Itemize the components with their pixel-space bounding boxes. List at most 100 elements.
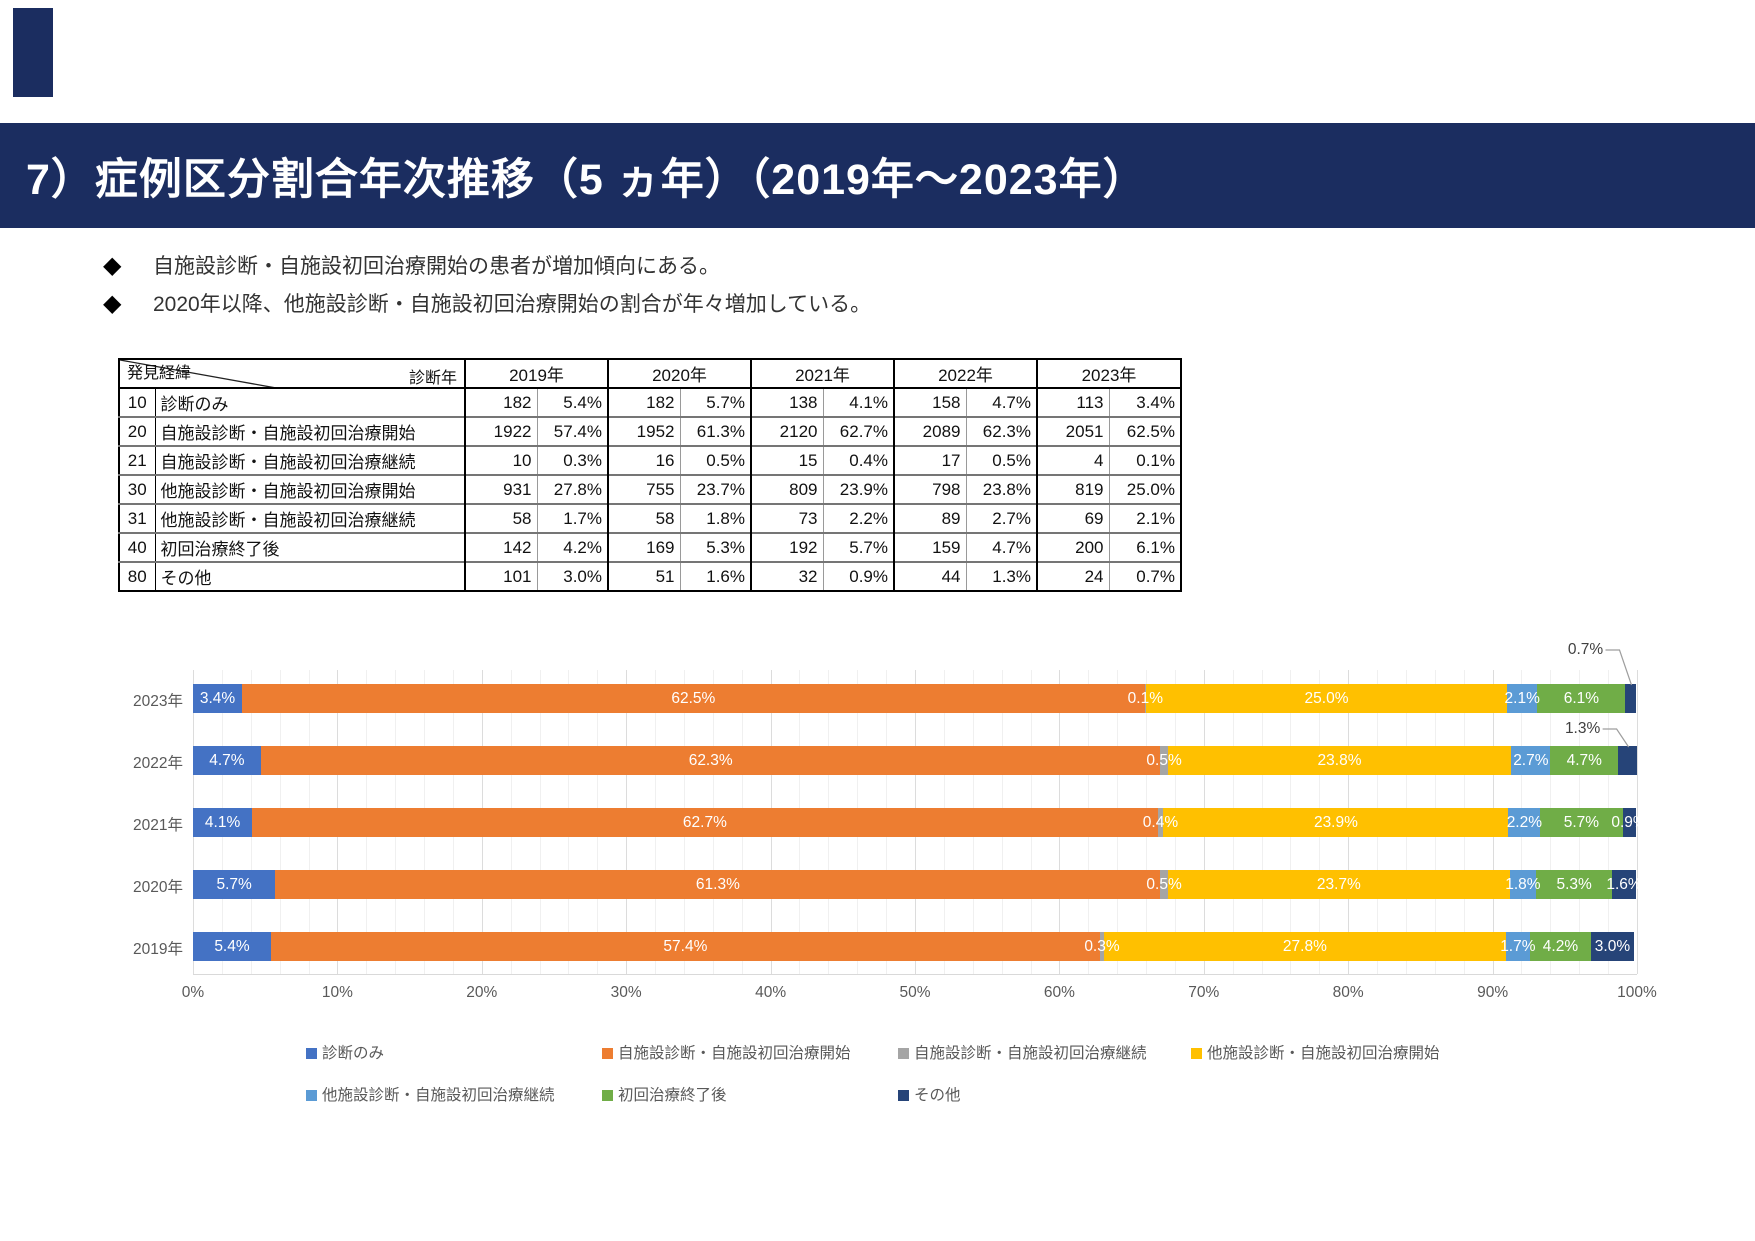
axis-tick-label: 90% [1477, 984, 1509, 1001]
bar-segment [1509, 870, 1536, 899]
segment-data-label: 61.3% [695, 876, 740, 893]
count-cell: 931 [465, 474, 538, 504]
segment-data-label: 4.2% [1542, 938, 1579, 955]
percent-cell: 0.4% [823, 445, 895, 475]
bar-segment [252, 808, 1158, 837]
legend-swatch-icon [602, 1048, 613, 1059]
count-cell: 58 [608, 503, 681, 533]
percent-cell: 5.4% [537, 387, 609, 417]
count-cell: 159 [894, 532, 967, 562]
corner-top-label: 診断年 [408, 370, 457, 387]
segment-data-label: 0.9% [1611, 814, 1647, 831]
legend-swatch-icon [1191, 1048, 1202, 1059]
percent-cell: 5.7% [823, 532, 895, 562]
stacked-bar-plot-area: 3.4% 62.5% 0.1% 25.0% 2.1% 6.1% 4.7% 62.3% 0.5% 2… [193, 670, 1647, 975]
segment-data-label: 5.7% [216, 876, 252, 893]
count-cell: 182 [465, 387, 538, 417]
legend-item: その他 [898, 1083, 961, 1105]
percent-cell: 4.7% [966, 532, 1038, 562]
legend-label: その他 [914, 1087, 961, 1104]
percent-cell: 27.8% [537, 474, 609, 504]
bar-segment [193, 684, 243, 713]
page-title: 7）症例区分割合年次推移（5 ヵ年）（2019年～2023年） [26, 155, 1147, 204]
count-cell: 2089 [894, 416, 967, 446]
percent-cell: 1.3% [966, 561, 1038, 591]
percent-cell: 61.3% [680, 416, 752, 446]
percent-cell: 62.3% [966, 416, 1038, 446]
axis-tick-label: 80% [1332, 984, 1364, 1001]
axis-tick-label: 50% [899, 984, 931, 1001]
segment-data-label: 1.7% [1500, 938, 1536, 955]
count-cell: 32 [751, 561, 824, 591]
segment-data-label: 6.1% [1563, 690, 1600, 707]
row-label-cell: 自施設診断・自施設初回治療開始 [155, 416, 466, 446]
percent-cell: 4.7% [966, 387, 1038, 417]
legend-item: 診断のみ [306, 1041, 384, 1063]
percent-cell: 3.4% [1109, 387, 1182, 417]
table-row: 21 自施設診断・自施設初回治療継続 10 0.3% 16 0.5% 15 0.4% 17 0.5… [119, 445, 1182, 475]
count-cell: 755 [608, 474, 681, 504]
row-label-cell: 診断のみ [155, 387, 466, 417]
count-cell: 1922 [465, 416, 538, 446]
year-header-cell: 2023年 [1037, 359, 1182, 388]
year-header-cell: 2019年 [465, 359, 609, 388]
bar-segment [1622, 808, 1636, 837]
bullet-text: 自施設診断・自施設初回治療開始の患者が増加傾向にある。 [153, 255, 720, 278]
percent-cell: 1.8% [680, 503, 752, 533]
year-header-cell: 2021年 [751, 359, 895, 388]
count-cell: 200 [1037, 532, 1110, 562]
bar-segment [1508, 808, 1541, 837]
bullet-item: ◆ 2020年以降、他施設診断・自施設初回治療開始の割合が年々増加している。 [103, 288, 871, 318]
legend-label: 診断のみ [322, 1045, 385, 1062]
bar-segment [260, 746, 1161, 775]
segment-data-label: 1.8% [1505, 876, 1541, 893]
bar-segment [1167, 746, 1512, 775]
count-cell: 44 [894, 561, 967, 591]
bar-segment [1505, 932, 1531, 961]
segment-data-label: 0.1% [1127, 690, 1163, 707]
percent-cell: 5.7% [680, 387, 752, 417]
segment-data-label: 4.1% [204, 814, 241, 831]
year-header-cell: 2020年 [608, 359, 752, 388]
segment-data-label: 5.3% [1556, 876, 1592, 893]
segment-data-label: 4.7% [1566, 752, 1602, 769]
count-cell: 182 [608, 387, 681, 417]
segment-data-label: 62.7% [682, 814, 727, 831]
bar-segment [193, 746, 261, 775]
percent-cell: 23.9% [823, 474, 895, 504]
bar-row-2021年: 4.1% 62.7% 0.4% 23.9% 2.2% 5.7% 0.9% [193, 808, 1647, 837]
count-cell: 113 [1037, 387, 1110, 417]
axis-tick-label: 100% [1617, 984, 1657, 1001]
legend-item: 他施設診断・自施設初回治療開始 [1191, 1041, 1440, 1063]
bullet-text: 2020年以降、他施設診断・自施設初回治療開始の割合が年々増加している。 [153, 293, 872, 316]
callout-label: 1.3% [1564, 720, 1601, 737]
legend-label: 自施設診断・自施設初回治療継続 [914, 1045, 1147, 1062]
bar-segment [242, 684, 1145, 713]
table-row: 10 診断のみ 182 5.4% 182 5.7% 138 4.1% 158 4.7% 113 3.4… [119, 387, 1182, 417]
count-cell: 798 [894, 474, 967, 504]
count-cell: 142 [465, 532, 538, 562]
segment-data-label: 25.0% [1304, 690, 1349, 707]
count-cell: 10 [465, 445, 538, 475]
percent-cell: 62.7% [823, 416, 895, 446]
segment-data-label: 2.2% [1506, 814, 1543, 831]
percent-cell: 1.6% [680, 561, 752, 591]
case-classification-table: 診断年 発見経緯 2019年 2020年 2021年 2022年 2023年 10 診断のみ 18… [118, 358, 1182, 592]
bar-segment [1099, 932, 1105, 961]
segment-data-label: 23.8% [1317, 752, 1362, 769]
legend-swatch-icon [602, 1090, 613, 1101]
axis-tick-label: 0% [181, 984, 205, 1001]
segment-data-label: 5.7% [1563, 814, 1600, 831]
segment-data-label: 57.4% [663, 938, 708, 955]
row-label-cell: 初回治療終了後 [155, 532, 466, 562]
row-code-cell: 20 [119, 416, 156, 446]
bar-segment [193, 808, 253, 837]
year-header-cell: 2022年 [894, 359, 1038, 388]
percent-cell: 25.0% [1109, 474, 1182, 504]
bar-segment [1537, 684, 1626, 713]
axis-tick-label: 10% [321, 984, 353, 1001]
count-cell: 15 [751, 445, 824, 475]
segment-data-label: 23.7% [1316, 876, 1361, 893]
bar-segment [1612, 870, 1636, 899]
